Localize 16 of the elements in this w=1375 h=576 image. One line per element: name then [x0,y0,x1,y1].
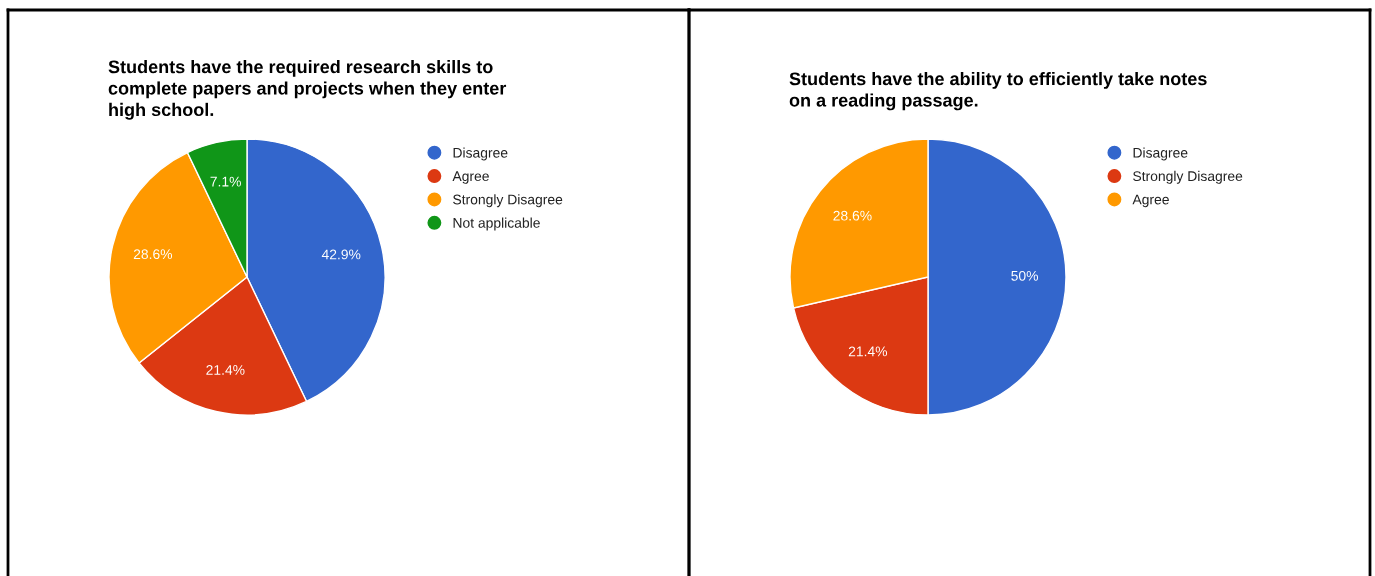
data-label: 7.1% [210,176,241,187]
data-label: 21.4% [848,346,888,357]
data-label: 42.9% [321,249,361,260]
chart-title: Students have the ability to efficiently take notes on a reading passage. [789,72,1207,111]
legend-label: Strongly Disagree [1133,170,1243,184]
data-label: 21.4% [206,365,245,375]
legend-label: Not applicable [453,217,540,231]
legend-label: Disagree [1133,147,1188,161]
legend-label: Agree [452,171,489,184]
legend-label: Agree [1132,194,1169,208]
data-label: 28.6% [133,249,173,260]
data-label: 50% [1011,270,1039,281]
chart-title: Students have the required research skills to complete papers and projects when they enter high school. [108,60,507,120]
legend-label: Disagree [453,147,508,161]
data-label: 28.6% [833,210,872,221]
legend-label: Strongly Disagree [453,194,563,208]
